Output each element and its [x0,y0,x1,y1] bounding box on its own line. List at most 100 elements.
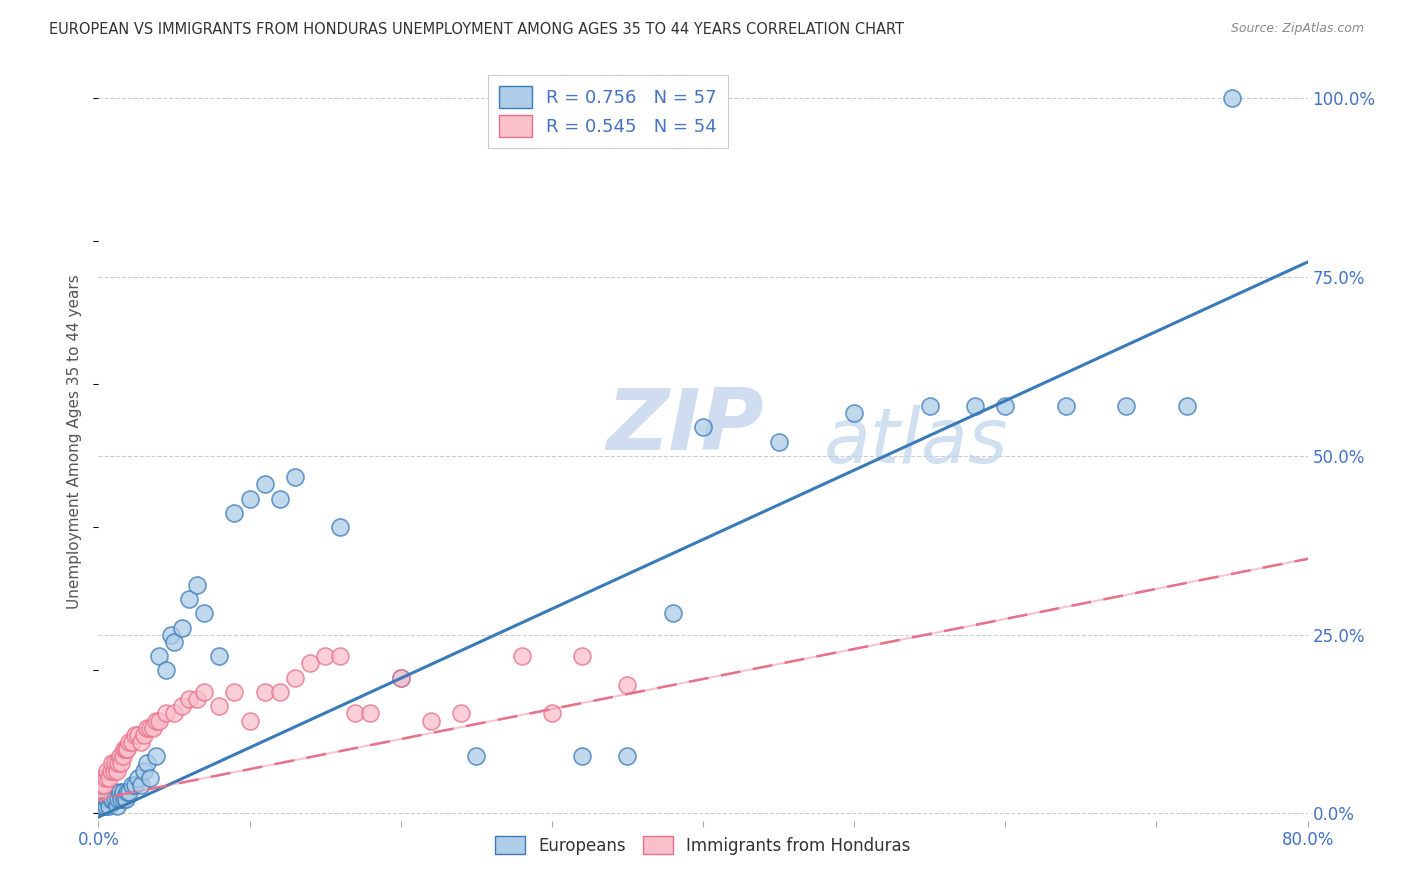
Point [112,742,135,756]
Point [299,657,322,671]
Point [96,764,118,778]
Point [155,706,177,721]
Point [692,420,714,434]
Point [107,756,129,771]
Point [93,792,115,806]
Point [93,778,115,792]
Point [145,749,167,764]
Point [329,649,352,664]
Point [616,749,638,764]
Point [111,749,134,764]
Point [129,778,152,792]
Point [571,749,593,764]
Point [110,756,132,771]
Text: atlas: atlas [824,405,1008,478]
Point [186,577,208,591]
Point [111,785,134,799]
Point [1175,399,1198,413]
Point [139,771,162,785]
Point [105,764,128,778]
Point [224,506,246,520]
Point [98,771,121,785]
Point [540,706,562,721]
Point [193,606,215,620]
Point [114,792,136,806]
Point [108,785,131,799]
Point [239,714,262,728]
Point [994,399,1017,413]
Point [104,792,127,806]
Point [314,649,336,664]
Point [98,799,121,814]
Point [510,649,533,664]
Y-axis label: Unemployment Among Ages 35 to 44 years: Unemployment Among Ages 35 to 44 years [67,274,83,609]
Point [420,714,443,728]
Point [571,649,593,664]
Point [918,399,941,413]
Point [450,706,472,721]
Point [148,649,170,664]
Text: Source: ZipAtlas.com: Source: ZipAtlas.com [1230,22,1364,36]
Point [179,591,201,606]
Point [661,606,683,620]
Point [163,635,186,649]
Point [170,699,193,714]
Point [127,771,149,785]
Point [114,742,136,756]
Point [208,649,231,664]
Point [121,735,143,749]
Legend: Europeans, Immigrants from Honduras: Europeans, Immigrants from Honduras [489,830,917,862]
Point [465,749,488,764]
Point [110,792,132,806]
Point [193,685,215,699]
Point [160,628,183,642]
Point [115,785,138,799]
Point [239,491,262,506]
Point [127,728,149,742]
Point [104,756,127,771]
Point [108,749,131,764]
Point [155,664,177,678]
Point [768,434,790,449]
Point [965,399,987,413]
Point [89,785,111,799]
Point [1115,399,1137,413]
Point [269,491,291,506]
Point [101,792,124,806]
Point [186,692,208,706]
Point [148,714,170,728]
Point [121,778,143,792]
Point [142,721,165,735]
Point [135,756,157,771]
Point [179,692,201,706]
Point [101,756,124,771]
Point [91,771,114,785]
Point [96,792,118,806]
Point [389,671,412,685]
Point [118,735,141,749]
Point [94,771,117,785]
Point [129,735,152,749]
Point [105,799,128,814]
Point [284,470,307,484]
Text: EUROPEAN VS IMMIGRANTS FROM HONDURAS UNEMPLOYMENT AMONG AGES 35 TO 44 YEARS CORR: EUROPEAN VS IMMIGRANTS FROM HONDURAS UNE… [49,22,904,37]
Point [360,706,382,721]
Point [284,671,307,685]
Point [208,699,231,714]
Point [269,685,291,699]
Point [103,764,125,778]
Point [103,785,125,799]
Point [91,799,114,814]
Point [224,685,246,699]
Point [163,706,186,721]
Point [124,728,146,742]
Point [145,714,167,728]
Point [90,778,112,792]
Point [132,764,155,778]
Point [329,520,352,534]
Point [253,685,276,699]
Point [124,778,146,792]
Text: ZIP: ZIP [606,384,763,468]
Point [100,764,122,778]
Point [616,678,638,692]
